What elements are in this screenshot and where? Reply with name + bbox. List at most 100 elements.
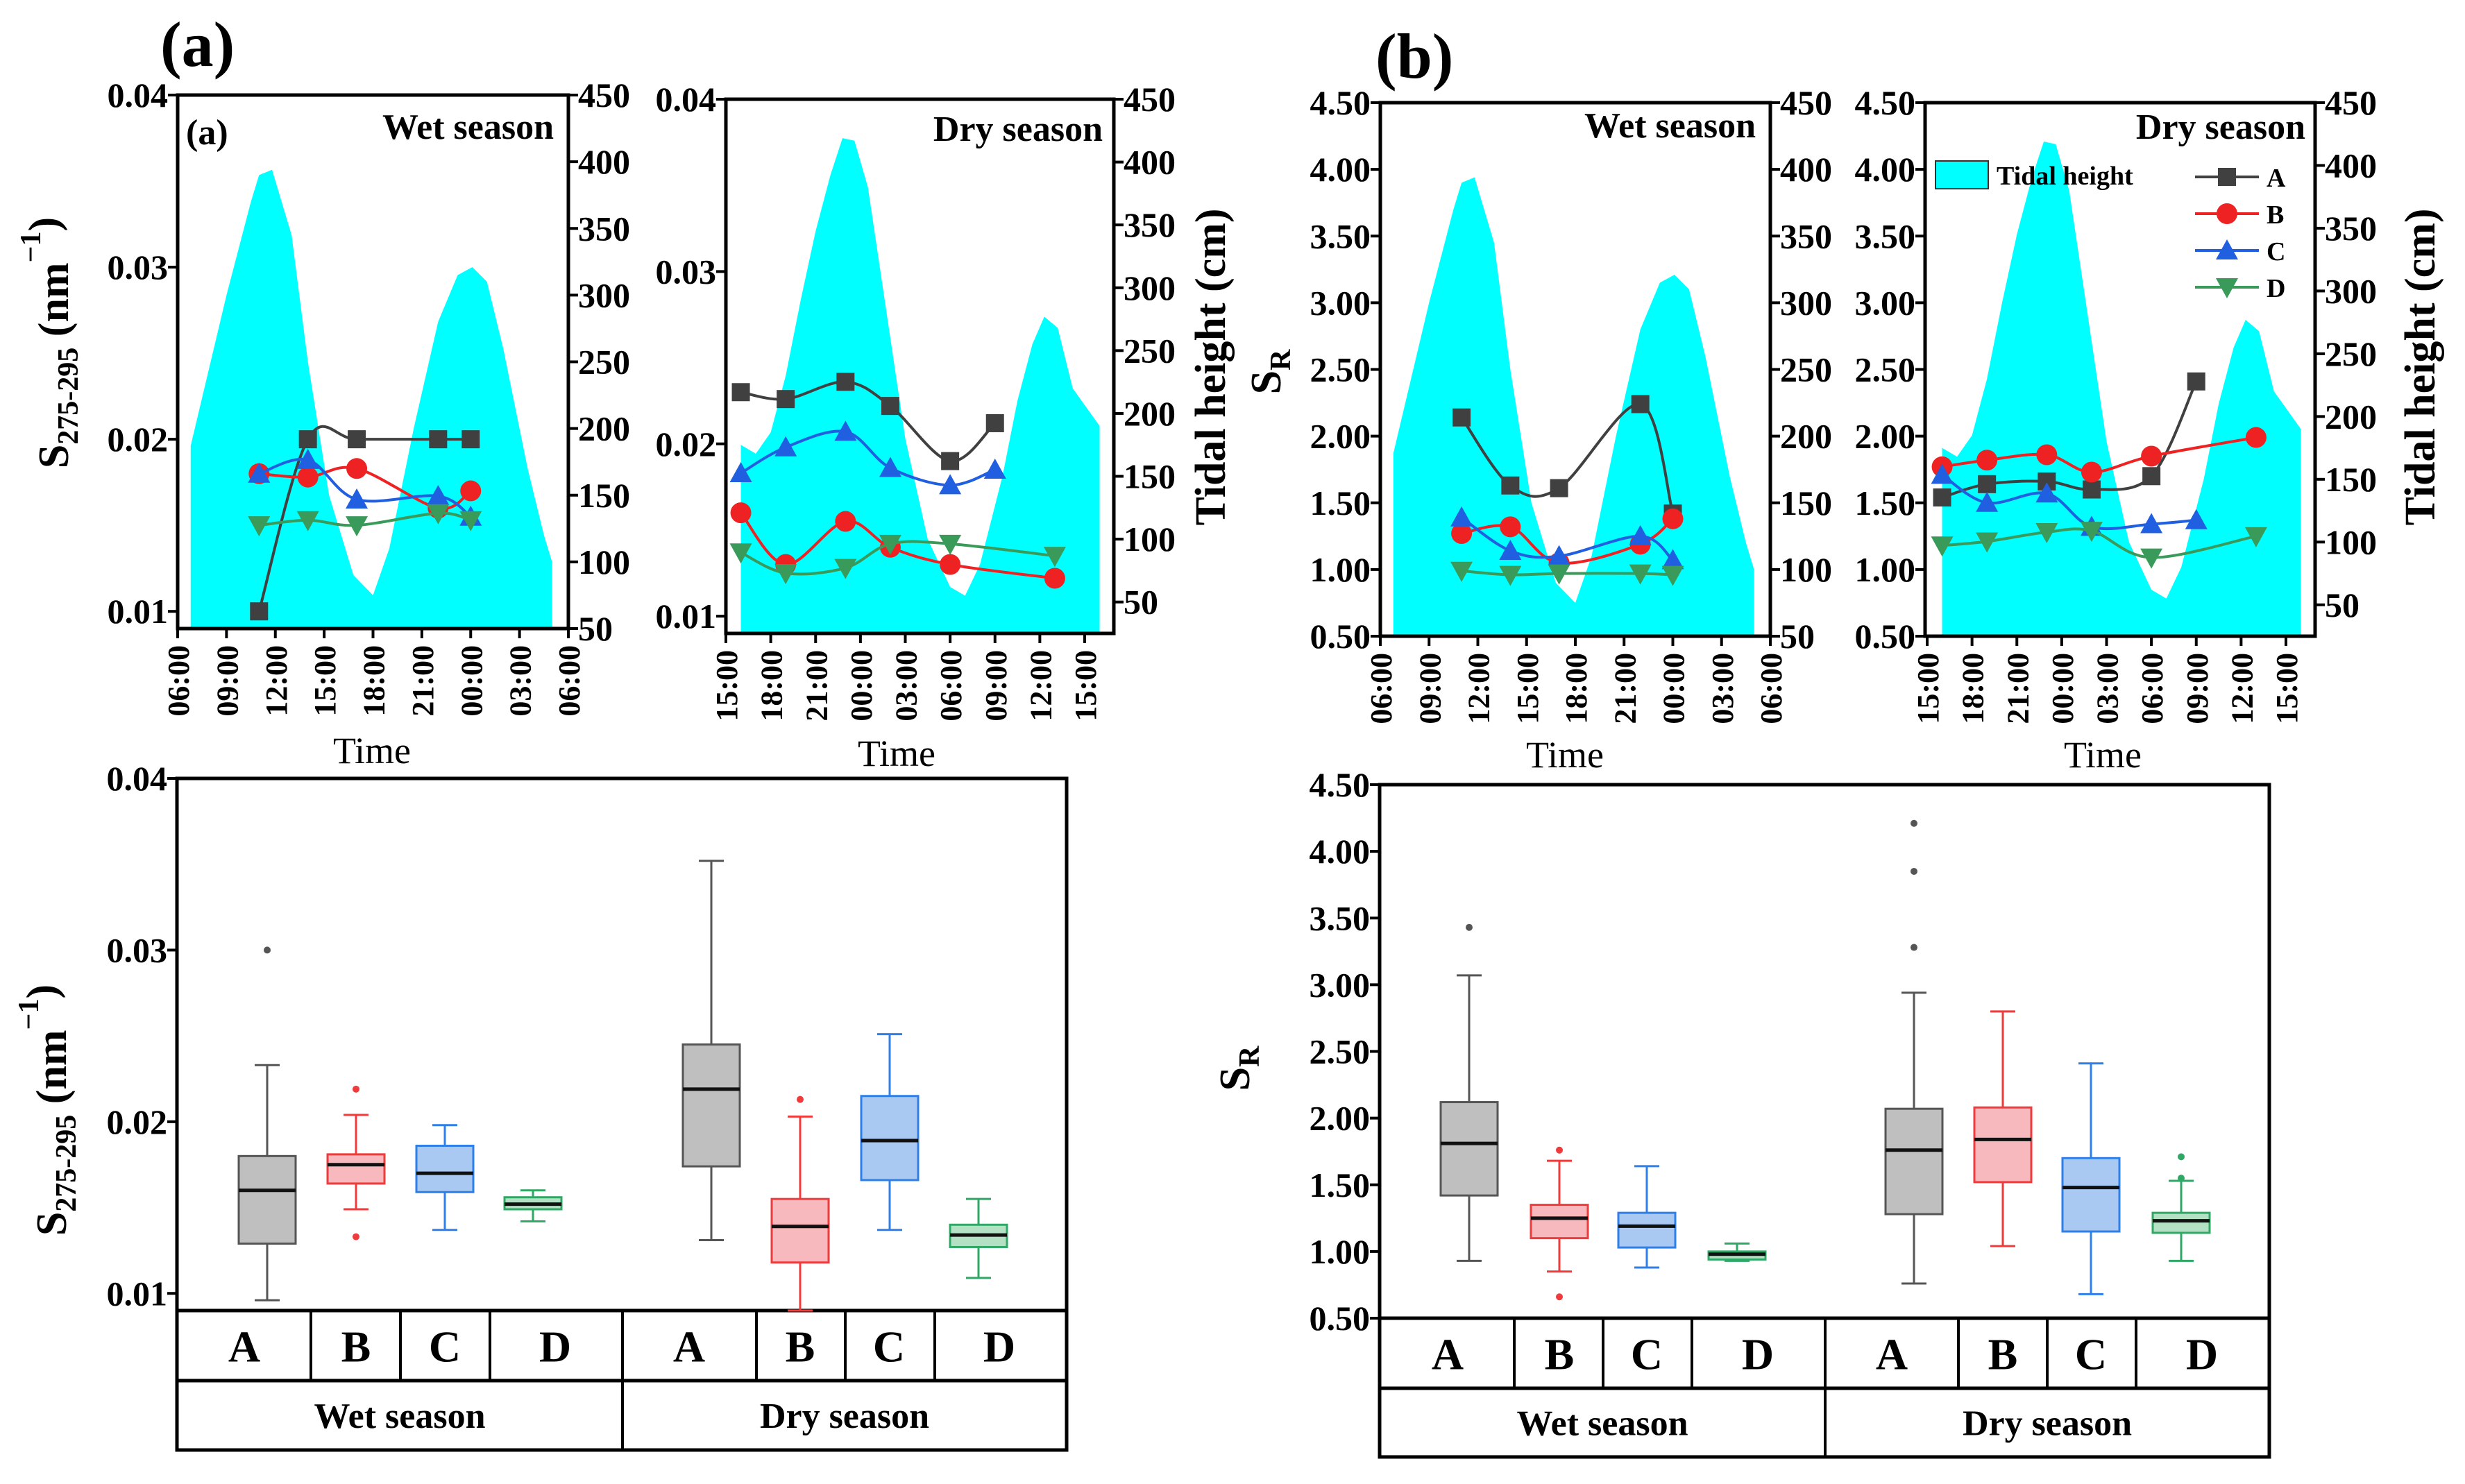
x-tick-label: 21:00: [2001, 653, 2035, 724]
marker-square-A: [348, 430, 366, 449]
marker-circle-B: [1451, 522, 1473, 544]
y-axis-title-symbol: S: [31, 445, 78, 468]
marker-square-A: [2082, 480, 2101, 499]
box-A-wet: [237, 946, 297, 1302]
chart-b_box: 0.501.001.502.002.503.003.504.004.50A B C D…: [1212, 765, 2271, 1459]
x-tick-label: 15:00: [1511, 653, 1545, 724]
x-tick-label: 00:00: [455, 645, 489, 717]
y-tick-label: 2.00: [1855, 417, 1916, 456]
x-tick-label: 21:00: [799, 650, 833, 722]
marker-triangle-down-D: [296, 511, 319, 531]
marker-triangle-down-D: [1499, 565, 1522, 586]
marker-triangle-down-D: [1976, 532, 1999, 553]
marker-square-A: [1452, 408, 1471, 427]
marker-triangle-down-D: [1931, 536, 1954, 557]
y2-tick-label: 250: [1124, 331, 1176, 370]
outlier-point: [1556, 1293, 1563, 1301]
inner-panel-a-label: (a): [186, 113, 228, 153]
marker-circle-B: [940, 554, 961, 575]
category-label-A: A: [1876, 1330, 1908, 1379]
marker-triangle-up-C: [346, 488, 369, 509]
x-tick-label: 00:00: [1657, 653, 1691, 724]
y-tick-label: 3.00: [1310, 283, 1371, 322]
outlier-point: [797, 1095, 804, 1103]
y2-tick-label: 150: [578, 476, 630, 515]
marker-triangle-up-C: [1976, 491, 1999, 512]
x-tick-label: 03:00: [1706, 653, 1740, 724]
y-axis-title-unit: (nm: [28, 1030, 76, 1114]
season-label: Dry season: [760, 1397, 929, 1436]
x-axis-title: Time: [858, 733, 935, 774]
panel-b-label: (b): [1375, 21, 1453, 92]
y-tick-label: 3.50: [1310, 216, 1371, 255]
x-tick-label: 15:00: [308, 645, 342, 717]
chart-a_wet: 0.01 0.02 0.03 0.04 50 100 150 200 250 300 350 400 4…: [15, 76, 630, 771]
box-A-dry: [1884, 819, 1944, 1285]
category-label-C: C: [873, 1322, 905, 1372]
outlier-point: [264, 946, 271, 954]
chart-a_dry: 0.01 0.02 0.03 0.04 50 100 150 200 250 300 350 400 4…: [656, 80, 1235, 774]
y-tick-label: 1.50: [1855, 484, 1916, 522]
box-D-dry: [2151, 1153, 2211, 1262]
box-B-wet: [1530, 1146, 1589, 1301]
y-tick-label: 4.00: [1310, 832, 1371, 871]
y2-tick-label: 300: [2325, 271, 2377, 310]
y-tick-label: 4.00: [1855, 150, 1916, 189]
category-label-D: D: [539, 1322, 571, 1372]
marker-triangle-down-D: [2140, 548, 2163, 569]
y2-tick-label: 300: [578, 275, 630, 314]
outlier-point: [1911, 819, 1917, 827]
iqr-box: [415, 1144, 475, 1193]
iqr-box: [1439, 1101, 1499, 1197]
season-label: Wet season: [1517, 1404, 1688, 1444]
x-tick-label: 06:00: [1364, 653, 1398, 724]
y2-tick-label: 100: [2325, 522, 2377, 561]
category-label-A: A: [228, 1322, 260, 1372]
y2-tick-label: 400: [2325, 146, 2377, 185]
marker-square-A: [461, 430, 480, 449]
y-tick-label: 2.50: [1855, 350, 1916, 389]
category-label-C: C: [1631, 1330, 1663, 1379]
y-tick-label: 0.02: [108, 420, 169, 459]
marker-circle-B: [1976, 450, 1998, 471]
y2-tick-label: 150: [1780, 484, 1832, 522]
marker-triangle-up-C: [834, 420, 857, 441]
outlier-point: [2178, 1175, 2185, 1182]
chart-b_wet: 0.50 1.00 1.50 2.00 2.50 3.00 3.50 4.00 4.50 50 10…: [1243, 83, 1832, 776]
y-axis-title-sup: −1: [13, 998, 45, 1030]
category-label-D: D: [1742, 1330, 1774, 1379]
marker-triangle-down-D: [2035, 523, 2058, 544]
marker-triangle-up-C: [1931, 463, 1954, 484]
marker-triangle-up-C: [939, 474, 962, 495]
x-tick-label: 15:00: [1069, 650, 1103, 722]
marker-triangle-up-C: [248, 462, 271, 483]
x-tick-label: 15:00: [2270, 653, 2304, 724]
marker-triangle-down-D: [459, 511, 482, 531]
box-C-wet: [415, 1124, 475, 1231]
y-axis-title-symbol: S: [1243, 370, 1290, 394]
marker-circle-B: [460, 480, 482, 502]
iqr-box: [860, 1095, 920, 1182]
y-tick-label: 0.50: [1310, 1299, 1371, 1338]
box-B-wet: [326, 1085, 386, 1240]
marker-circle-B: [2081, 461, 2102, 483]
y-tick-label: 4.50: [1310, 83, 1371, 122]
marker-square-A: [1933, 488, 1951, 507]
series-line-A: [1460, 402, 1675, 514]
season-label: Dry season: [1963, 1404, 2132, 1444]
x-tick-label: 12:00: [260, 645, 294, 717]
y-tick-label: 2.00: [1310, 417, 1371, 456]
marker-triangle-up-C: [1629, 524, 1652, 545]
season-title: Wet season: [1584, 106, 1756, 146]
marker-square-A: [731, 383, 750, 402]
legend-tidal-height-swatch: [1935, 160, 1989, 189]
box-D-wet: [503, 1189, 563, 1222]
iqr-box: [2061, 1157, 2121, 1233]
y2-tick-label: 350: [1124, 205, 1176, 244]
x-tick-label: 18:00: [1559, 653, 1593, 724]
y-tick-label: 0.04: [108, 76, 169, 114]
y-tick-label: 0.50: [1855, 617, 1916, 656]
x-tick-label: 09:00: [210, 645, 244, 717]
plot-frame: [724, 97, 1116, 636]
